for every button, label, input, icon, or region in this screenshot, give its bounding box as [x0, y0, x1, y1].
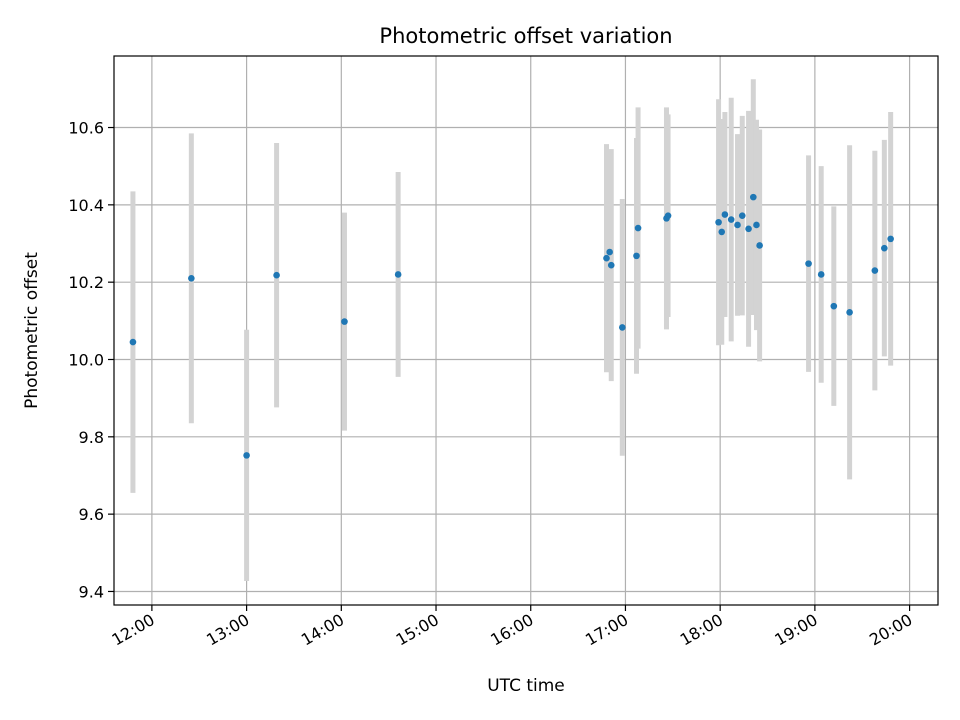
plot-frame: [113, 55, 939, 606]
x-axis-ticks: 12:00 13:00 14:00 15:00 16:00 17:00 18:00 19:00…: [108, 605, 916, 650]
data-point: [738, 212, 746, 219]
y-axis-label: Photometric offset: [22, 252, 42, 409]
y-tick-label: 9.4: [79, 582, 104, 601]
x-tick-label: 17:00: [582, 610, 631, 650]
data-point: [606, 248, 613, 256]
data-point: [734, 221, 741, 229]
chart-title: Photometric offset variation: [379, 24, 672, 48]
data-point: [188, 275, 195, 282]
y-tick-label: 9.8: [79, 428, 104, 447]
y-tick-label: 10.4: [68, 196, 104, 215]
data-point: [243, 452, 250, 459]
data-point: [273, 271, 280, 279]
data-point: [634, 224, 642, 232]
data-point: [756, 242, 763, 249]
data-point: [715, 218, 722, 226]
data-points: [129, 193, 894, 459]
y-tick-label: 10.0: [68, 350, 104, 369]
data-point: [805, 260, 812, 267]
x-tick-label: 16:00: [487, 610, 536, 650]
x-tick-label: 15:00: [393, 610, 442, 650]
data-point: [846, 309, 853, 316]
data-point: [750, 193, 757, 201]
y-tick-label: 10.2: [68, 273, 104, 292]
data-point: [718, 228, 726, 236]
data-point: [603, 254, 610, 262]
data-point: [745, 225, 752, 233]
data-point: [871, 267, 879, 274]
x-tick-label: 19:00: [771, 610, 820, 650]
y-axis-ticks: 9.4 9.6 9.8 10.0 10.2 10.4 10.6: [68, 119, 114, 601]
x-tick-label: 12:00: [108, 610, 157, 650]
data-point: [881, 244, 888, 252]
data-point: [887, 235, 894, 243]
data-point: [753, 221, 760, 229]
data-point: [633, 252, 640, 260]
data-point: [721, 211, 729, 218]
x-tick-label: 14:00: [298, 610, 347, 650]
x-axis-label: UTC time: [487, 676, 565, 696]
data-point: [830, 302, 838, 310]
data-point: [129, 338, 137, 346]
x-tick-label: 20:00: [866, 610, 915, 650]
grid: [114, 56, 938, 605]
data-point: [607, 261, 615, 269]
y-tick-label: 9.6: [79, 505, 104, 524]
data-point: [664, 212, 672, 219]
data-point: [618, 324, 626, 331]
x-tick-label: 18:00: [677, 610, 726, 650]
y-tick-label: 10.6: [68, 119, 104, 138]
data-point: [727, 216, 735, 223]
data-point: [341, 318, 348, 325]
x-tick-label: 13:00: [203, 610, 252, 650]
data-point: [394, 271, 402, 278]
data-point: [817, 271, 825, 278]
